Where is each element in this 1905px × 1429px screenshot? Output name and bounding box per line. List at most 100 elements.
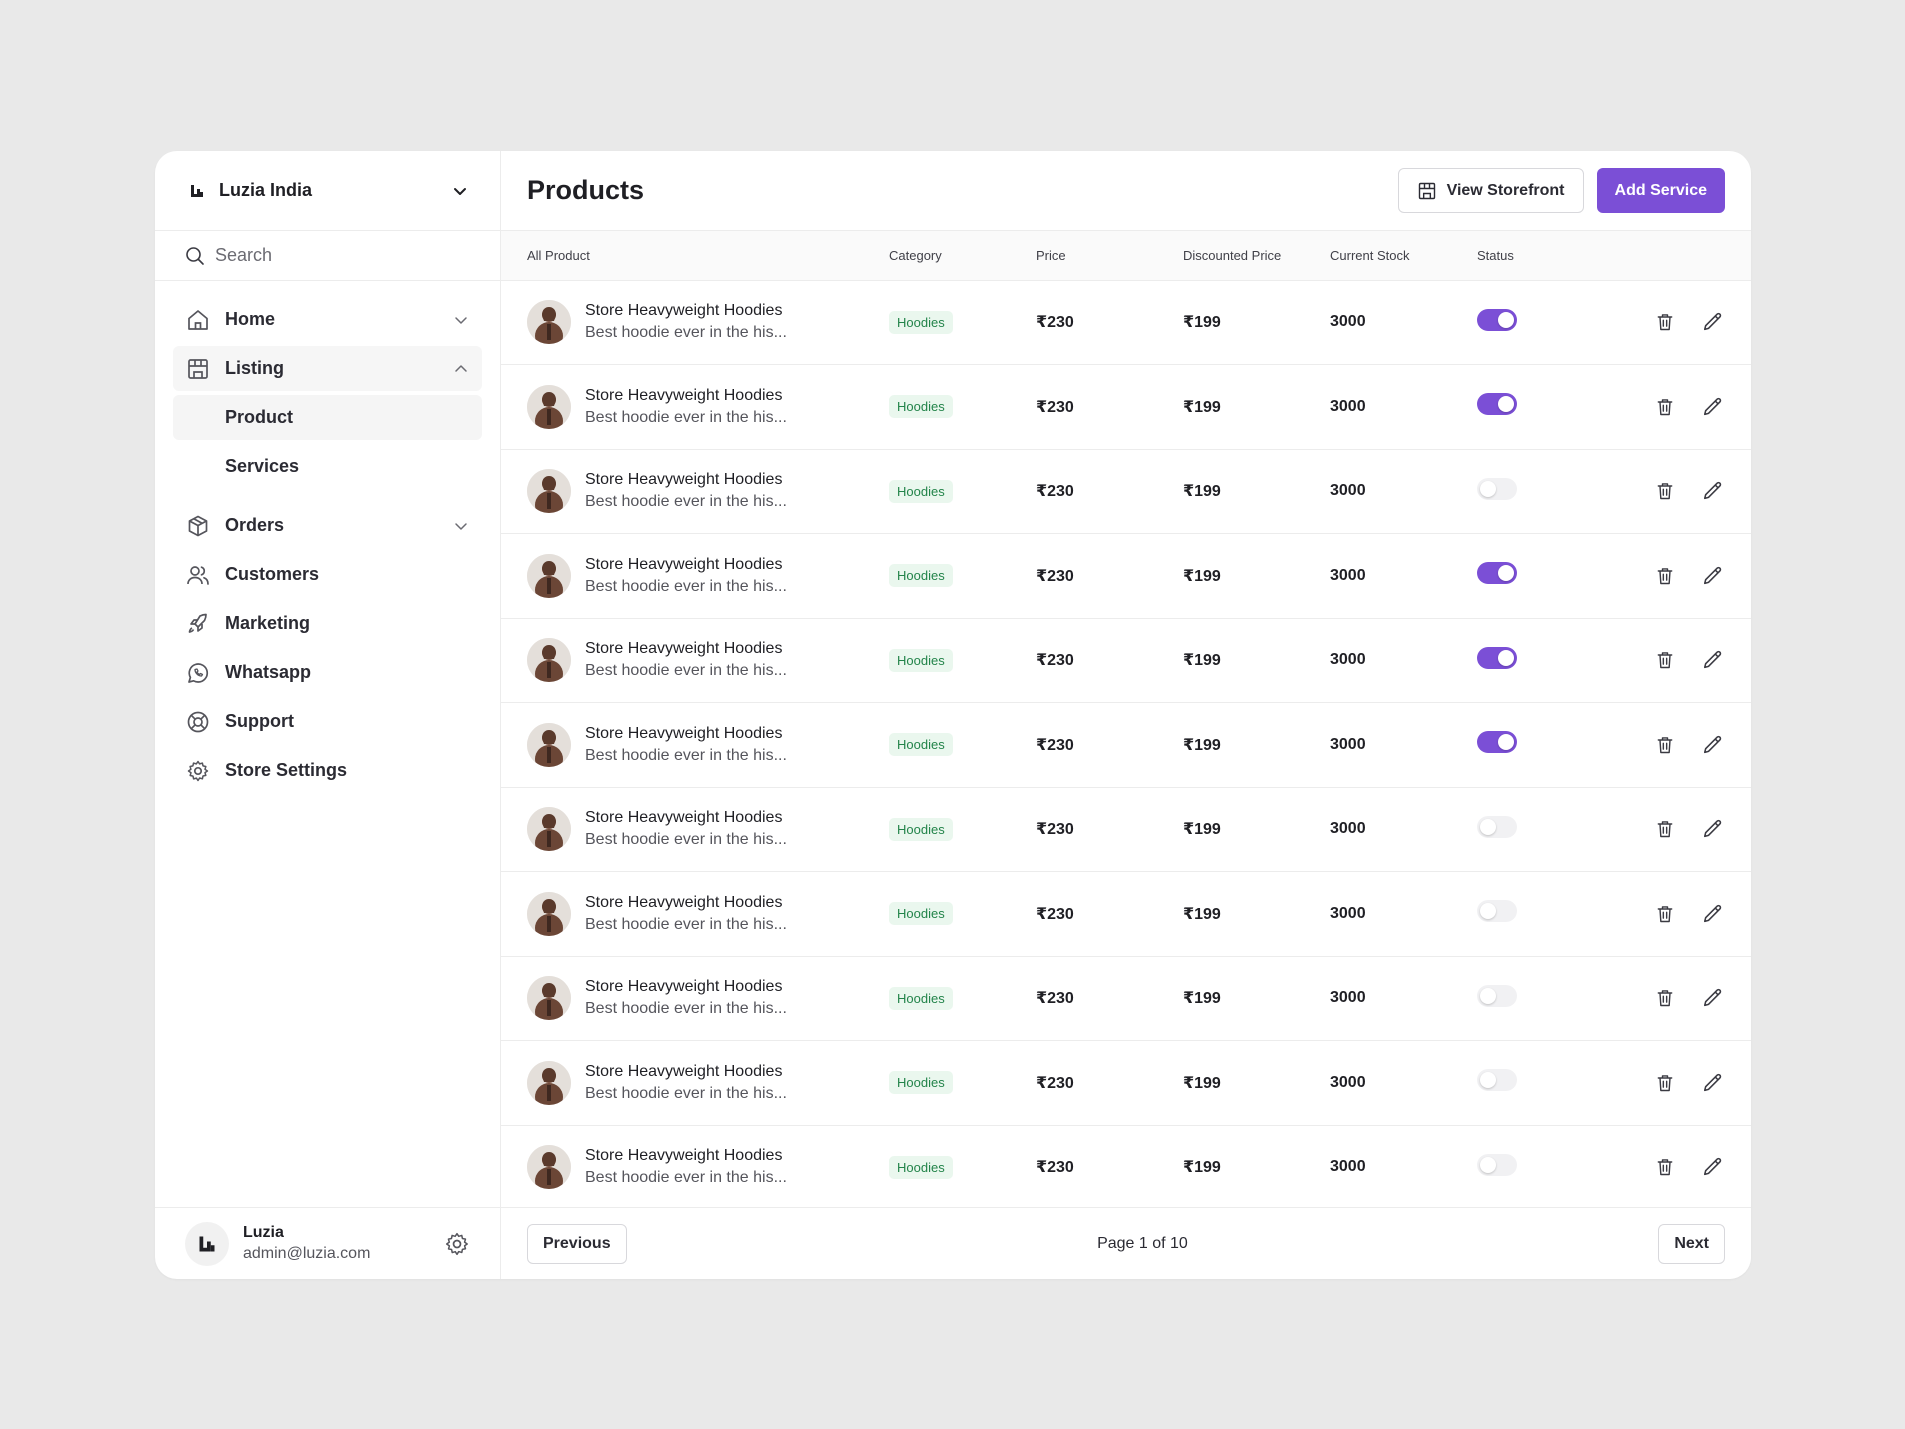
pencil-icon[interactable]	[1701, 1155, 1725, 1179]
category-cell: Hoodies	[889, 956, 1036, 1041]
product-thumbnail	[527, 469, 571, 514]
sidebar-subitem-product[interactable]: Product	[173, 395, 482, 440]
user-name: Luzia	[243, 1224, 284, 1241]
status-toggle[interactable]	[1477, 1069, 1517, 1092]
sidebar-item-label: Marketing	[225, 613, 311, 633]
gear-icon[interactable]	[442, 1229, 472, 1259]
stock-cell: 3000	[1330, 1040, 1477, 1126]
status-toggle[interactable]	[1477, 815, 1517, 838]
chevron-down-icon[interactable]	[450, 181, 470, 201]
trash-icon[interactable]	[1653, 395, 1677, 419]
table-row[interactable]: Store Heavyweight Hoodies Best hoodie eve…	[501, 1125, 1751, 1210]
pencil-icon[interactable]	[1701, 733, 1725, 757]
pencil-icon[interactable]	[1701, 648, 1725, 672]
price-cell: ₹230	[1036, 1040, 1183, 1126]
search-bar	[155, 231, 500, 281]
previous-button[interactable]: Previous	[527, 1223, 627, 1264]
price: ₹230	[1036, 905, 1074, 923]
sidebar-item-home[interactable]: Home	[173, 297, 482, 342]
status-toggle[interactable]	[1477, 984, 1517, 1007]
sidebar-item-listing[interactable]: Listing	[173, 346, 482, 391]
add-service-button[interactable]: Add Service	[1596, 168, 1725, 213]
view-storefront-button[interactable]: View Storefront	[1397, 168, 1584, 213]
pencil-icon[interactable]	[1701, 310, 1725, 334]
product-thumbnail	[527, 1060, 571, 1105]
store-icon	[1417, 181, 1437, 201]
logo-icon	[187, 181, 207, 201]
trash-icon[interactable]	[1653, 1071, 1677, 1095]
current-stock: 3000	[1330, 1073, 1366, 1091]
pencil-icon[interactable]	[1701, 817, 1725, 841]
trash-icon[interactable]	[1653, 1155, 1677, 1179]
view-storefront-label: View Storefront	[1446, 181, 1565, 199]
table-row[interactable]: Store Heavyweight Hoodies Best hoodie eve…	[501, 956, 1751, 1041]
category-cell: Hoodies	[889, 364, 1036, 450]
sidebar-item-marketing[interactable]: Marketing	[173, 601, 482, 646]
status-toggle[interactable]	[1477, 900, 1517, 923]
table-row[interactable]: Store Heavyweight Hoodies Best hoodie eve…	[501, 618, 1751, 703]
status-toggle[interactable]	[1477, 393, 1517, 416]
product-name: Store Heavyweight Hoodies	[585, 809, 783, 827]
product-thumbnail	[527, 891, 571, 936]
status-toggle[interactable]	[1477, 308, 1517, 331]
toggle-knob	[1480, 818, 1496, 835]
category-cell: Hoodies	[889, 280, 1036, 365]
pencil-icon[interactable]	[1701, 986, 1725, 1010]
table-row[interactable]: Store Heavyweight Hoodies Best hoodie eve…	[501, 449, 1751, 534]
status-toggle[interactable]	[1477, 562, 1517, 585]
product-description: Best hoodie ever in the his...	[585, 324, 787, 342]
pencil-icon[interactable]	[1701, 902, 1725, 926]
sidebar-item-store-settings[interactable]: Store Settings	[173, 748, 482, 793]
product-description: Best hoodie ever in the his...	[585, 1084, 787, 1102]
product-description: Best hoodie ever in the his...	[585, 746, 787, 764]
trash-icon[interactable]	[1653, 986, 1677, 1010]
trash-icon[interactable]	[1653, 902, 1677, 926]
status-toggle[interactable]	[1477, 731, 1517, 754]
sidebar-item-customers[interactable]: Customers	[173, 552, 482, 597]
trash-icon[interactable]	[1653, 564, 1677, 588]
discounted-price: ₹199	[1183, 905, 1221, 923]
table-row[interactable]: Store Heavyweight Hoodies Best hoodie eve…	[501, 364, 1751, 450]
sidebar-item-whatsapp[interactable]: Whatsapp	[173, 650, 482, 695]
current-stock: 3000	[1330, 989, 1366, 1007]
trash-icon[interactable]	[1653, 479, 1677, 503]
sidebar-item-support[interactable]: Support	[173, 699, 482, 744]
discounted-price-cell: ₹199	[1183, 1040, 1330, 1126]
pencil-icon[interactable]	[1701, 395, 1725, 419]
product-name: Store Heavyweight Hoodies	[585, 978, 783, 996]
toggle-knob	[1498, 311, 1514, 328]
sidebar-item-orders[interactable]: Orders	[173, 503, 482, 548]
next-button[interactable]: Next	[1658, 1223, 1725, 1264]
table-row[interactable]: Store Heavyweight Hoodies Best hoodie eve…	[501, 280, 1751, 365]
product-name: Store Heavyweight Hoodies	[585, 1147, 783, 1165]
trash-icon[interactable]	[1653, 310, 1677, 334]
product-description: Best hoodie ever in the his...	[585, 577, 787, 595]
pencil-icon[interactable]	[1701, 564, 1725, 588]
pagination: Previous Page 1 of 10 Next	[501, 1207, 1751, 1279]
trash-icon[interactable]	[1653, 733, 1677, 757]
trash-icon[interactable]	[1653, 648, 1677, 672]
status-toggle[interactable]	[1477, 646, 1517, 669]
category-cell: Hoodies	[889, 787, 1036, 872]
avatar[interactable]	[185, 1221, 229, 1266]
store-switcher[interactable]: Luzia India	[155, 151, 500, 231]
chevron-down-icon	[452, 517, 470, 535]
table-row[interactable]: Store Heavyweight Hoodies Best hoodie eve…	[501, 787, 1751, 872]
table-row[interactable]: Store Heavyweight Hoodies Best hoodie eve…	[501, 702, 1751, 788]
table-row[interactable]: Store Heavyweight Hoodies Best hoodie eve…	[501, 871, 1751, 957]
search-input[interactable]	[215, 245, 470, 266]
discounted-price-cell: ₹199	[1183, 702, 1330, 788]
sidebar-subitem-services[interactable]: Services	[225, 456, 300, 476]
toggle-knob	[1480, 1156, 1496, 1173]
product-thumbnail	[527, 1145, 571, 1190]
table-row[interactable]: Store Heavyweight Hoodies Best hoodie eve…	[501, 533, 1751, 619]
product-cell: Store Heavyweight Hoodies Best hoodie eve…	[501, 280, 889, 365]
pencil-icon[interactable]	[1701, 1071, 1725, 1095]
trash-icon[interactable]	[1653, 817, 1677, 841]
status-toggle[interactable]	[1477, 1153, 1517, 1176]
table-row[interactable]: Store Heavyweight Hoodies Best hoodie eve…	[501, 1040, 1751, 1126]
pencil-icon[interactable]	[1701, 479, 1725, 503]
actions-cell	[1587, 533, 1751, 619]
product-description: Best hoodie ever in the his...	[585, 831, 787, 849]
status-toggle[interactable]	[1477, 477, 1517, 500]
